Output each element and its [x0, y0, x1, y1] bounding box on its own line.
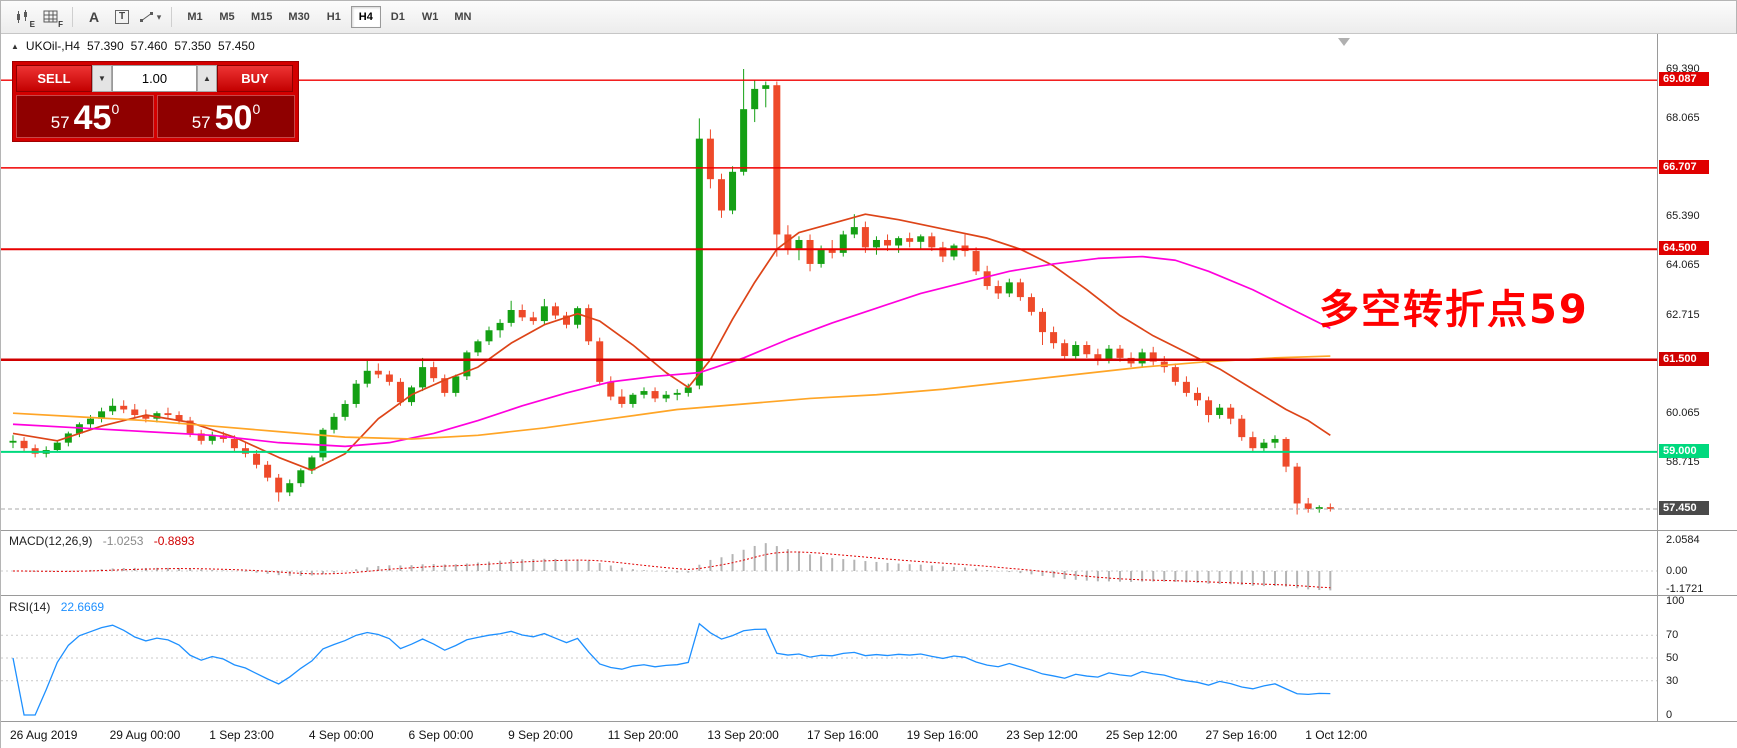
time-axis-label: 26 Aug 2019: [10, 728, 78, 742]
price-tick-label: 58.715: [1666, 456, 1700, 469]
symbol-timeframe: UKOil-,H4: [25, 39, 80, 53]
bar-low: 57.350: [174, 39, 212, 53]
price-level-badge: 64.500: [1659, 241, 1709, 256]
rsi-scale-label: 70: [1666, 629, 1679, 642]
macd-indicator-label: MACD(12,26,9) -1.0253 -0.8893: [9, 534, 194, 548]
time-axis-label: 27 Sep 16:00: [1205, 728, 1277, 742]
price-level-badge: 59.000: [1659, 443, 1709, 458]
icon-badge: E: [29, 20, 35, 29]
rsi-scale-label: 30: [1666, 674, 1679, 687]
timeframe-group: M1 M5 M15 M30 H1 H4 D1 W1 MN: [179, 6, 479, 28]
time-axis-label: 6 Sep 00:00: [408, 728, 474, 742]
tick-grid-icon[interactable]: F: [38, 5, 64, 29]
volume-decrease-button[interactable]: ▼: [92, 65, 112, 92]
price-tick-label: 60.065: [1666, 406, 1700, 419]
rsi-scale-label: 0: [1666, 709, 1673, 721]
toolbar: E F A T ▾ M1 M5 M15 M30 H1 H4 D1 W1 MN: [1, 1, 1736, 34]
buy-price-sup: 0: [252, 101, 261, 117]
buy-button[interactable]: BUY: [217, 65, 293, 92]
time-axis-label: 4 Sep 00:00: [308, 728, 374, 742]
grid-glyph: [43, 10, 58, 23]
macd-scale-label: 0.00: [1666, 565, 1688, 577]
buy-price-display[interactable]: 57 50 0: [157, 95, 295, 138]
macd-name: MACD(12,26,9): [9, 534, 93, 548]
time-axis-label: 1 Oct 12:00: [1305, 728, 1368, 742]
time-axis-label: 23 Sep 12:00: [1006, 728, 1078, 742]
panel-divider[interactable]: [1, 530, 1737, 531]
drawing-tools-icon[interactable]: ▾: [137, 5, 163, 29]
time-axis[interactable]: 26 Aug 2019 29 Aug 00:00 1 Sep 23:00 4 Sep …: [1, 721, 1737, 748]
rsi-indicator-label: RSI(14) 22.6669: [9, 600, 104, 614]
trade-controls-row: SELL ▼ ▲ BUY: [16, 65, 295, 92]
rsi-scale-label: 50: [1666, 652, 1679, 664]
chart-symbol-ohlc: ▲ UKOil-,H4 57.390 57.460 57.350 57.450: [11, 39, 255, 53]
text-box-icon[interactable]: T: [109, 5, 135, 29]
price-level-badge: 66.707: [1659, 159, 1709, 174]
buy-price-prefix: 57: [191, 113, 211, 133]
price-tick-label: 64.065: [1666, 259, 1700, 272]
time-axis-label: 25 Sep 12:00: [1105, 728, 1178, 742]
trendline-glyph: [139, 12, 153, 22]
rsi-value: 22.6669: [60, 600, 105, 614]
macd-scale-label: -1.1721: [1666, 582, 1704, 595]
macd-signal-value: -0.8893: [153, 534, 195, 548]
panel-divider[interactable]: [1, 595, 1737, 596]
sell-price-prefix: 57: [50, 113, 70, 133]
timeframe-button-h1[interactable]: H1: [319, 6, 349, 28]
toolbar-separator: [72, 7, 73, 27]
trade-prices-row: 57 45 0 57 50 0: [16, 95, 295, 138]
bar-close: 57.450: [218, 39, 255, 53]
macd-scale-label: 2.0584: [1666, 534, 1700, 547]
direction-arrow-icon: ▲: [11, 41, 19, 51]
candlestick-glyph: [16, 9, 27, 23]
time-axis-label: 17 Sep 16:00: [807, 728, 879, 742]
volume-increase-button[interactable]: ▲: [197, 65, 217, 92]
time-axis-label: 11 Sep 20:00: [607, 728, 679, 742]
bar-open: 57.390: [86, 39, 124, 53]
bar-chart-icon[interactable]: E: [10, 5, 36, 29]
price-tick-label: 68.065: [1666, 111, 1700, 124]
time-axis-label: 13 Sep 20:00: [707, 728, 779, 742]
timeframe-button-mn[interactable]: MN: [447, 6, 478, 28]
macd-main-value: -1.0253: [102, 534, 144, 548]
timeframe-button-d1[interactable]: D1: [383, 6, 413, 28]
price-level-badge: 57.450: [1659, 500, 1709, 515]
toolbar-separator: [171, 7, 172, 27]
timeframe-button-m30[interactable]: M30: [281, 6, 316, 28]
price-tick-label: 62.715: [1666, 308, 1700, 321]
icon-badge: F: [58, 20, 63, 29]
price-tick-label: 69.390: [1666, 63, 1700, 75]
timeframe-button-w1[interactable]: W1: [415, 6, 446, 28]
sell-price-display[interactable]: 57 45 0: [16, 95, 154, 138]
rsi-scale-label: 100: [1666, 595, 1685, 607]
timeframe-button-m1[interactable]: M1: [180, 6, 210, 28]
time-axis-label: 29 Aug 00:00: [109, 728, 181, 742]
one-click-trading-panel: SELL ▼ ▲ BUY 57 45 0 57 50 0: [12, 61, 299, 142]
price-level-badge: 61.500: [1659, 351, 1709, 366]
text-annotation-icon[interactable]: A: [88, 9, 100, 25]
price-tick-label: 65.390: [1666, 210, 1700, 223]
sell-price-sup: 0: [111, 101, 120, 117]
price-level-badge: 69.087: [1659, 72, 1709, 87]
buy-price-big: 50: [214, 99, 253, 138]
time-axis-label: 19 Sep 16:00: [906, 728, 979, 742]
rsi-name: RSI(14): [9, 600, 51, 614]
timeframe-button-m5[interactable]: M5: [212, 6, 242, 28]
chart-annotation-text: 多空转折点59: [1319, 287, 1589, 333]
dropdown-arrow-icon: ▾: [156, 11, 162, 22]
bar-high: 57.460: [130, 39, 168, 53]
time-axis-label: 9 Sep 20:00: [508, 728, 573, 742]
timeframe-button-m15[interactable]: M15: [244, 6, 279, 28]
sell-price-big: 45: [73, 99, 112, 138]
sell-button[interactable]: SELL: [16, 65, 92, 92]
price-scale[interactable]: 69.390 68.065 65.390 64.065 62.715 60.065 58.7…: [1657, 34, 1737, 721]
timeframe-button-h4[interactable]: H4: [350, 6, 381, 28]
volume-input[interactable]: [112, 65, 197, 92]
time-axis-label: 1 Sep 23:00: [209, 728, 274, 742]
